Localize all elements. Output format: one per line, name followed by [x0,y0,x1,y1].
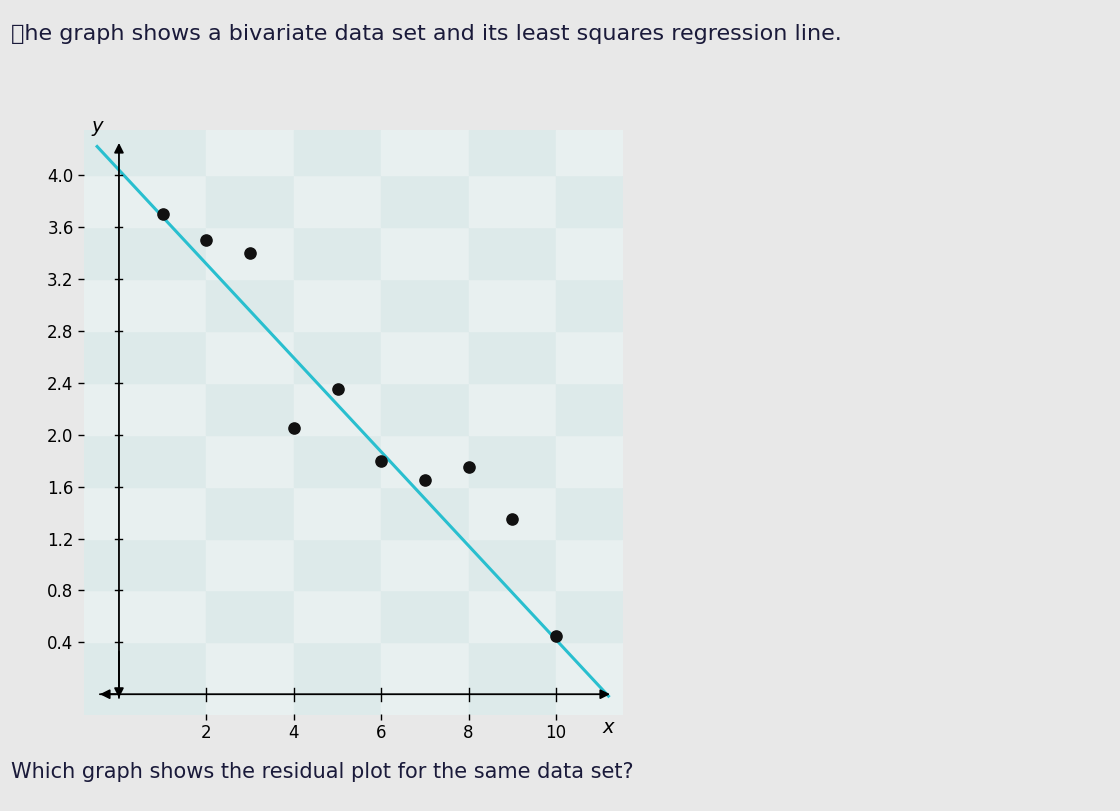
Point [547,629,564,642]
Text: x: x [603,718,614,736]
Point [416,474,433,487]
Point [284,422,302,435]
Text: ⮩he graph shows a bivariate data set and its least squares regression line.: ⮩he graph shows a bivariate data set and… [11,24,842,45]
Point [241,247,259,260]
Point [153,208,171,221]
Point [503,513,521,526]
Point [197,234,215,247]
Text: y: y [92,118,103,136]
Point [459,461,477,474]
Text: Which graph shows the residual plot for the same data set?: Which graph shows the residual plot for … [11,762,634,783]
Point [328,383,346,396]
Point [372,454,390,467]
